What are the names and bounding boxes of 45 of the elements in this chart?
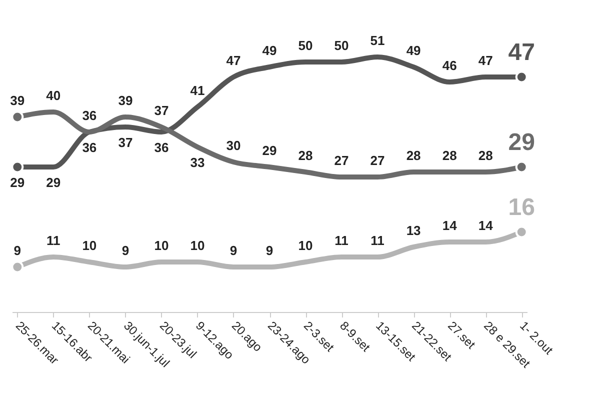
data-label: 10 <box>298 238 313 253</box>
data-label: 50 <box>334 38 349 53</box>
data-label: 30 <box>226 138 241 153</box>
data-label: 11 <box>334 233 348 248</box>
data-label: 9 <box>14 243 22 258</box>
data-label: 46 <box>442 58 457 73</box>
data-label: 14 <box>442 218 458 233</box>
data-label: 41 <box>190 83 205 98</box>
data-label: 9 <box>122 243 130 258</box>
data-label: 29 <box>262 143 277 158</box>
data-label: 27 <box>334 153 349 168</box>
data-label: 10 <box>154 238 169 253</box>
data-label: 47 <box>478 53 493 68</box>
data-label: 27 <box>370 153 385 168</box>
data-label: 11 <box>46 233 60 248</box>
data-label: 13 <box>406 223 421 238</box>
data-label: 36 <box>82 108 97 123</box>
data-label: 16 <box>508 194 535 221</box>
data-label: 28 <box>298 148 313 163</box>
data-label: 50 <box>298 38 313 53</box>
data-label: 33 <box>190 155 205 170</box>
data-label: 29 <box>10 175 25 190</box>
data-label: 28 <box>442 148 457 163</box>
data-label: 28 <box>478 148 493 163</box>
data-label: 29 <box>46 175 61 190</box>
data-label: 9 <box>266 243 274 258</box>
data-label: 39 <box>118 93 133 108</box>
data-label: 36 <box>82 140 97 155</box>
data-label: 9 <box>230 243 238 258</box>
data-label: 49 <box>406 43 421 58</box>
data-label: 39 <box>10 93 25 108</box>
data-label: 40 <box>46 88 61 103</box>
data-label: 10 <box>82 238 97 253</box>
data-label: 47 <box>226 53 241 68</box>
data-label: 29 <box>508 129 535 156</box>
data-label: 14 <box>478 218 494 233</box>
data-label: 47 <box>508 39 535 66</box>
data-label: 51 <box>370 33 385 48</box>
data-label: 28 <box>406 148 421 163</box>
data-label: 36 <box>154 140 169 155</box>
data-label: 49 <box>262 43 277 58</box>
data-label: 37 <box>154 103 169 118</box>
data-label: 11 <box>370 233 384 248</box>
data-label: 37 <box>118 135 133 150</box>
data-label: 10 <box>190 238 205 253</box>
